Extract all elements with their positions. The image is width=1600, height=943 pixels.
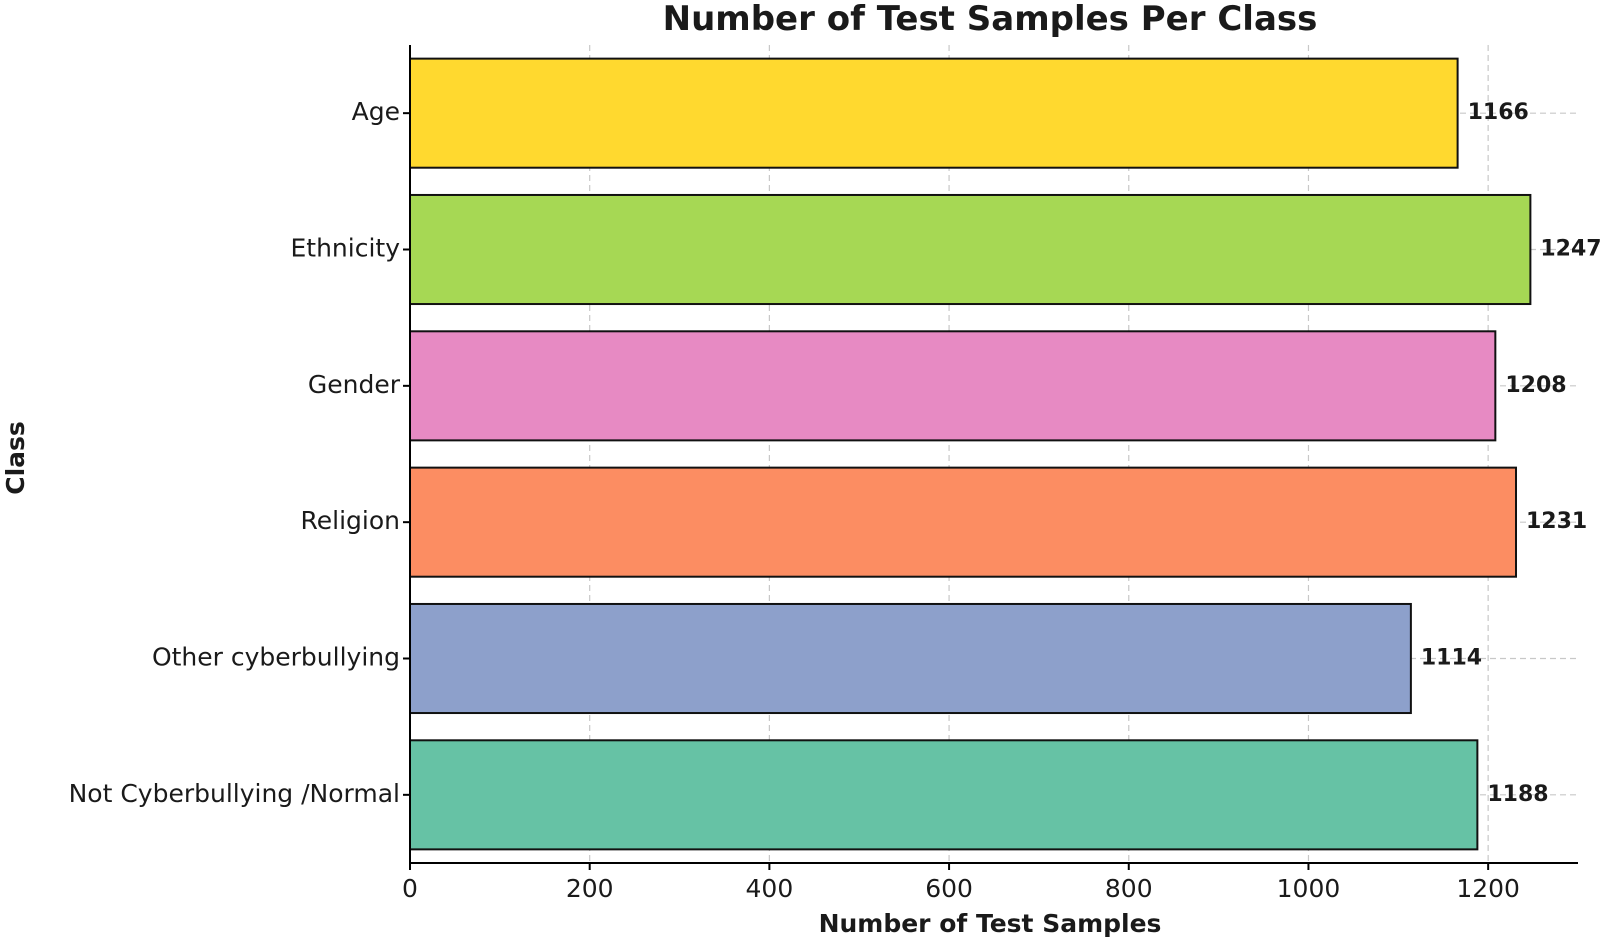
category-tick-label: Religion — [301, 506, 400, 535]
bar-value-label: 1166 — [1468, 100, 1529, 125]
bar-age — [409, 57, 1459, 169]
x-tick-label: 200 — [566, 874, 614, 903]
category-tick-label: Other cyberbullying — [152, 643, 400, 672]
x-tick-label: 1200 — [1456, 874, 1520, 903]
axes — [403, 45, 1578, 870]
x-axis-label: Number of Test Samples — [819, 909, 1162, 938]
bar-value-label: 1231 — [1526, 509, 1587, 534]
category-tick-label: Not Cyberbullying /Normal — [69, 779, 400, 808]
bar-gender — [409, 330, 1497, 442]
bar-religion — [409, 466, 1518, 578]
category-tick-label: Ethnicity — [290, 234, 400, 263]
bar-value-label: 1247 — [1540, 237, 1600, 262]
x-tick-label: 1000 — [1277, 874, 1341, 903]
x-tick-label: 600 — [925, 874, 973, 903]
x-tick-label: 400 — [746, 874, 794, 903]
labels: 1166 Age 1247 Ethnicity 1208 Gender 1231 Religi… — [69, 97, 1600, 903]
bar-other-cyberbullying — [409, 602, 1412, 715]
category-tick-label: Age — [352, 97, 400, 126]
category-tick-label: Gender — [308, 370, 401, 399]
chart-title: Number of Test Samples Per Class — [663, 0, 1318, 39]
x-tick-label: 0 — [402, 874, 418, 903]
bar-value-label: 1188 — [1487, 782, 1548, 807]
bar-value-label: 1208 — [1505, 373, 1566, 398]
bar-not-cyberbullying-normal — [409, 739, 1479, 851]
y-axis-label: Class — [1, 421, 30, 495]
bar-ethnicity — [409, 193, 1532, 306]
x-tick-label: 800 — [1105, 874, 1153, 903]
bars — [409, 57, 1532, 851]
bar-value-label: 1114 — [1421, 646, 1482, 671]
